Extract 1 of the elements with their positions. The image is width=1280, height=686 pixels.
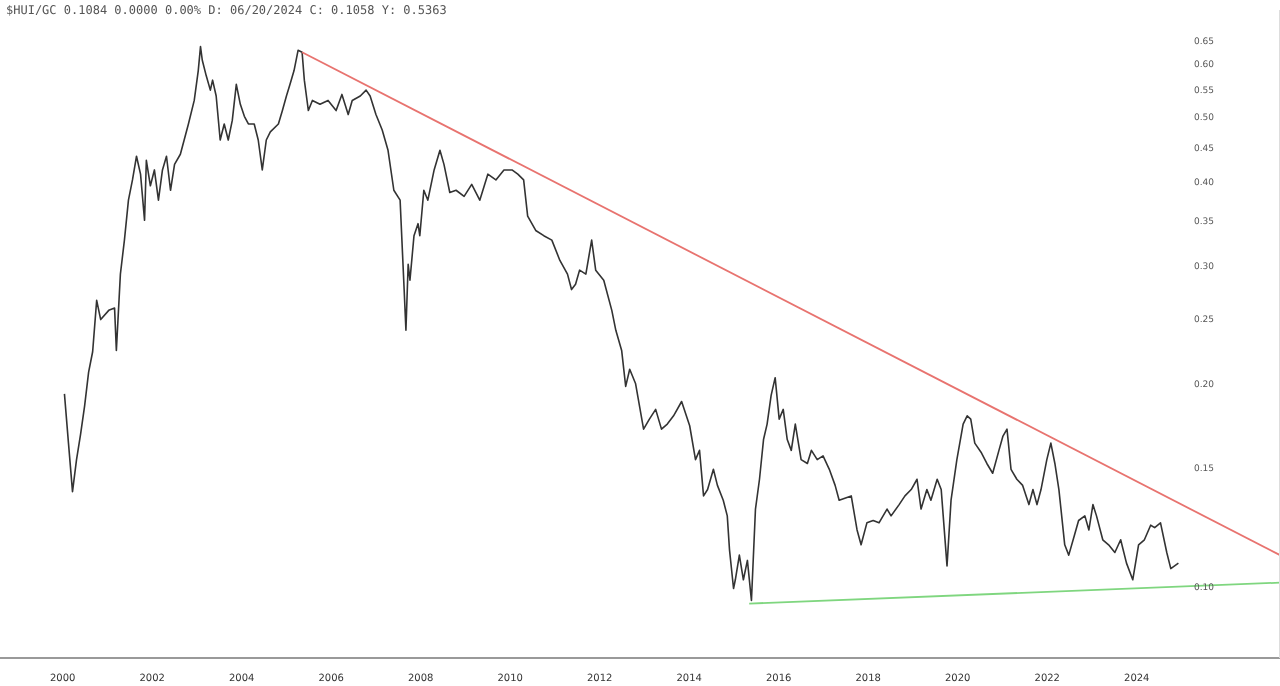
line-series	[63, 45, 1180, 602]
